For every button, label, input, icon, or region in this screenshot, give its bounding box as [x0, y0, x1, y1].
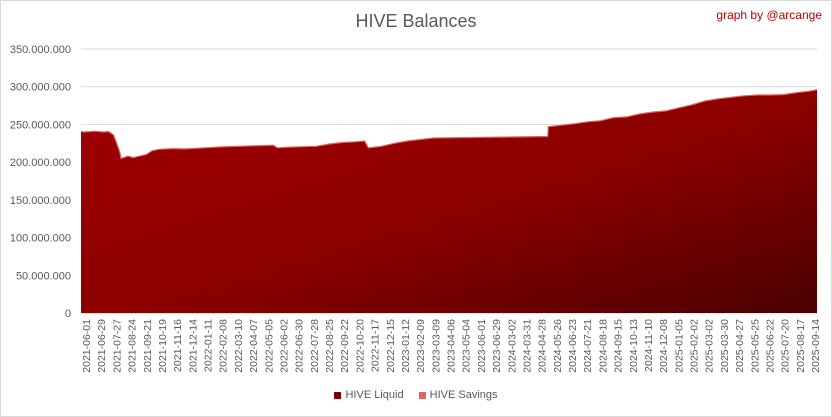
y-tick-label: 200.000.000 — [10, 157, 71, 169]
y-tick-label: 100.000.000 — [10, 233, 71, 245]
x-tick-label: 2023-01-12 — [400, 319, 412, 373]
y-tick-label: 250.000.000 — [10, 119, 71, 131]
x-tick-label: 2023-05-04 — [461, 319, 473, 373]
x-tick-label: 2025-01-05 — [673, 319, 685, 373]
x-tick-label: 2022-01-11 — [203, 319, 215, 372]
area-hive-liquid — [81, 89, 817, 313]
y-tick-label: 50.000.000 — [16, 270, 71, 282]
x-tick-label: 2022-11-17 — [370, 319, 382, 372]
x-tick-label: 2023-02-09 — [415, 319, 427, 373]
x-tick-label: 2025-06-22 — [764, 319, 776, 373]
y-axis-ticks: 0 50.000.000 100.000.000 150.000.000 200.000… — [10, 44, 71, 320]
x-tick-label: 2025-09-14 — [810, 319, 822, 373]
x-tick-label: 2022-04-07 — [248, 319, 260, 373]
x-tick-label: 2025-03-30 — [719, 319, 731, 373]
x-tick-label: 2025-03-02 — [704, 319, 716, 373]
legend-label-savings: HIVE Savings — [429, 389, 498, 401]
x-tick-label: 2024-10-13 — [628, 319, 640, 373]
x-tick-label: 2023-03-09 — [430, 319, 442, 373]
y-tick-label: 0 — [65, 308, 71, 320]
x-tick-label: 2022-07-28 — [309, 319, 321, 373]
x-tick-label: 2022-10-20 — [354, 319, 366, 373]
x-tick-label: 2021-12-14 — [187, 319, 199, 373]
x-tick-label: 2024-09-15 — [613, 319, 625, 373]
legend-swatch-liquid — [334, 391, 342, 399]
x-tick-label: 2025-02-02 — [689, 319, 701, 373]
x-tick-label: 2024-11-10 — [643, 319, 655, 372]
legend-swatch-savings — [418, 391, 426, 399]
legend-label-liquid: HIVE Liquid — [345, 389, 404, 401]
x-tick-label: 2022-05-05 — [263, 319, 275, 373]
chart-title: HIVE Balances — [355, 11, 477, 31]
x-tick-label: 2024-03-31 — [521, 319, 533, 373]
y-tick-label: 150.000.000 — [10, 195, 71, 207]
x-tick-label: 2024-08-18 — [597, 319, 609, 373]
x-tick-label: 2022-09-22 — [339, 319, 351, 373]
legend-item-liquid: HIVE Liquid — [334, 389, 404, 401]
x-tick-label: 2024-12-08 — [658, 319, 670, 373]
x-tick-label: 2022-06-02 — [278, 319, 290, 373]
x-tick-label: 2023-06-01 — [476, 319, 488, 373]
x-tick-label: 2024-05-26 — [552, 319, 564, 373]
x-tick-label: 2025-05-25 — [749, 319, 761, 373]
x-tick-label: 2022-06-30 — [294, 319, 306, 373]
x-tick-label: 2023-04-06 — [446, 319, 458, 373]
chart-credit: graph by @arcange — [716, 8, 822, 22]
x-tick-label: 2025-07-20 — [780, 319, 792, 373]
x-tick-label: 2022-02-08 — [218, 319, 230, 373]
area-hive-savings — [80, 89, 818, 160]
x-tick-label: 2022-12-15 — [385, 319, 397, 373]
x-tick-label: 2023-06-29 — [491, 319, 503, 373]
x-tick-label: 2021-06-29 — [96, 319, 108, 373]
x-tick-label: 2022-03-10 — [233, 319, 245, 373]
x-tick-label: 2021-08-24 — [127, 319, 139, 373]
x-axis-ticks: 2021-06-01 2021-06-29 2021-07-27 2021-08-24… — [81, 319, 822, 373]
x-tick-label: 2022-08-25 — [324, 319, 336, 373]
y-tick-label: 300.000.000 — [10, 82, 71, 94]
x-tick-label: 2024-03-02 — [506, 319, 518, 373]
x-tick-label: 2024-07-21 — [582, 319, 594, 373]
y-tick-label: 350.000.000 — [10, 44, 71, 56]
x-tick-label: 2021-10-19 — [157, 319, 169, 373]
x-tick-label: 2021-11-16 — [172, 319, 184, 372]
x-tick-label: 2025-04-27 — [734, 319, 746, 373]
legend-item-savings: HIVE Savings — [418, 389, 498, 401]
x-tick-label: 2025-08-17 — [795, 319, 807, 373]
x-tick-label: 2024-06-23 — [567, 319, 579, 373]
x-tick-label: 2021-07-27 — [111, 319, 123, 373]
x-tick-label: 2024-04-28 — [537, 319, 549, 373]
legend: HIVE Liquid HIVE Savings — [0, 389, 832, 402]
x-tick-label: 2021-09-21 — [142, 319, 154, 373]
x-tick-label: 2021-06-01 — [81, 319, 93, 373]
series-areas — [80, 89, 818, 313]
